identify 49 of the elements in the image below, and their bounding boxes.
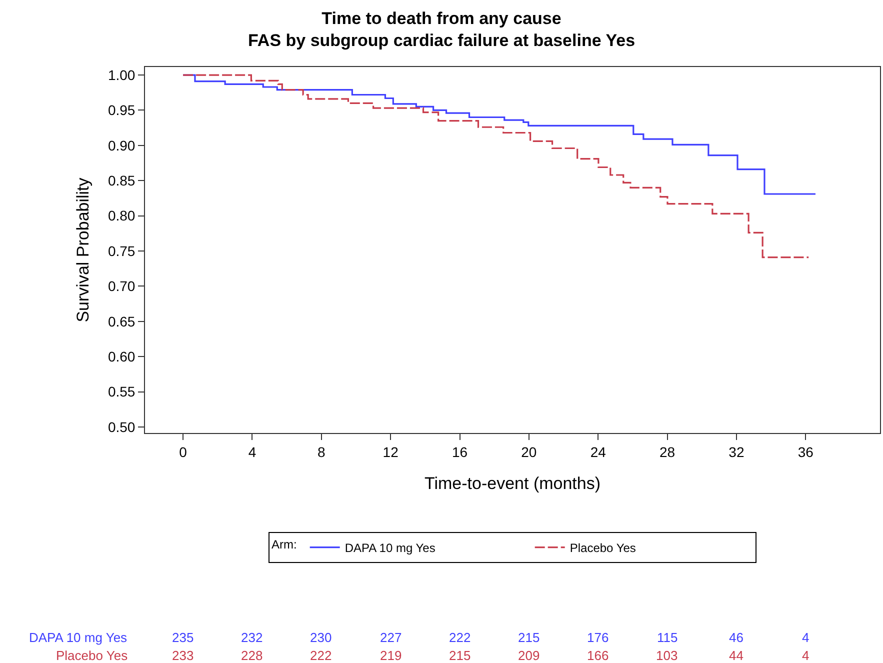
text: 230 bbox=[310, 630, 332, 645]
y-tick-label: 0.90 bbox=[108, 137, 136, 154]
x-tick-label: 8 bbox=[318, 444, 326, 460]
x-tick-label: 12 bbox=[382, 444, 399, 460]
x-tick-label: 20 bbox=[521, 444, 537, 460]
text: 215 bbox=[518, 630, 540, 645]
y-tick-label: 1.00 bbox=[108, 66, 136, 83]
text: 44 bbox=[729, 648, 744, 663]
x-tick-label: 4 bbox=[248, 444, 256, 460]
text: 235 bbox=[172, 630, 194, 645]
x-tick-label: 36 bbox=[798, 444, 814, 460]
text: 103 bbox=[656, 648, 678, 663]
x-tick-label: 32 bbox=[728, 444, 744, 460]
y-tick-label: 0.75 bbox=[108, 242, 136, 259]
chart-title: Time to death from any cause FAS by subgroup cardiac failure at baseline Yes bbox=[248, 9, 636, 50]
x-tick-label: 24 bbox=[590, 444, 606, 460]
text: 4 bbox=[802, 648, 810, 663]
legend-label: Placebo Yes bbox=[570, 541, 636, 555]
text: 4 bbox=[802, 630, 810, 645]
text: 46 bbox=[729, 630, 744, 645]
text: DAPA 10 mg Yes bbox=[29, 630, 128, 645]
x-axis-title: Time-to-event (months) bbox=[424, 474, 601, 494]
y-tick-label: 0.50 bbox=[108, 418, 136, 435]
y-tick-label: 0.70 bbox=[108, 278, 136, 294]
text: 219 bbox=[380, 648, 402, 663]
y-tick-label: 0.65 bbox=[108, 313, 136, 330]
text: 233 bbox=[172, 648, 194, 663]
legend-title: Arm: bbox=[272, 537, 297, 552]
x-tick-label: 28 bbox=[659, 444, 676, 460]
text: 215 bbox=[449, 648, 471, 663]
x-tick-label: 0 bbox=[179, 444, 188, 460]
text: 209 bbox=[518, 648, 540, 663]
x-tick-label: 16 bbox=[452, 444, 468, 460]
y-tick-label: 0.60 bbox=[108, 348, 136, 365]
text: 166 bbox=[587, 648, 609, 663]
text: 222 bbox=[310, 648, 332, 663]
legend-label: DAPA 10 mg Yes bbox=[344, 541, 436, 555]
y-tick-label: 0.80 bbox=[108, 208, 136, 224]
text: Placebo Yes bbox=[56, 648, 128, 663]
y-tick-label: 0.55 bbox=[108, 384, 136, 400]
text: 222 bbox=[449, 630, 471, 645]
y-axis-title: Survival Probability bbox=[74, 177, 92, 322]
y-tick-label: 0.85 bbox=[108, 172, 136, 189]
text: 176 bbox=[587, 630, 609, 645]
text: 232 bbox=[241, 630, 263, 645]
text: 115 bbox=[657, 630, 678, 645]
text: 228 bbox=[241, 648, 263, 663]
y-tick-label: 0.95 bbox=[108, 102, 136, 118]
text: 227 bbox=[380, 630, 402, 645]
